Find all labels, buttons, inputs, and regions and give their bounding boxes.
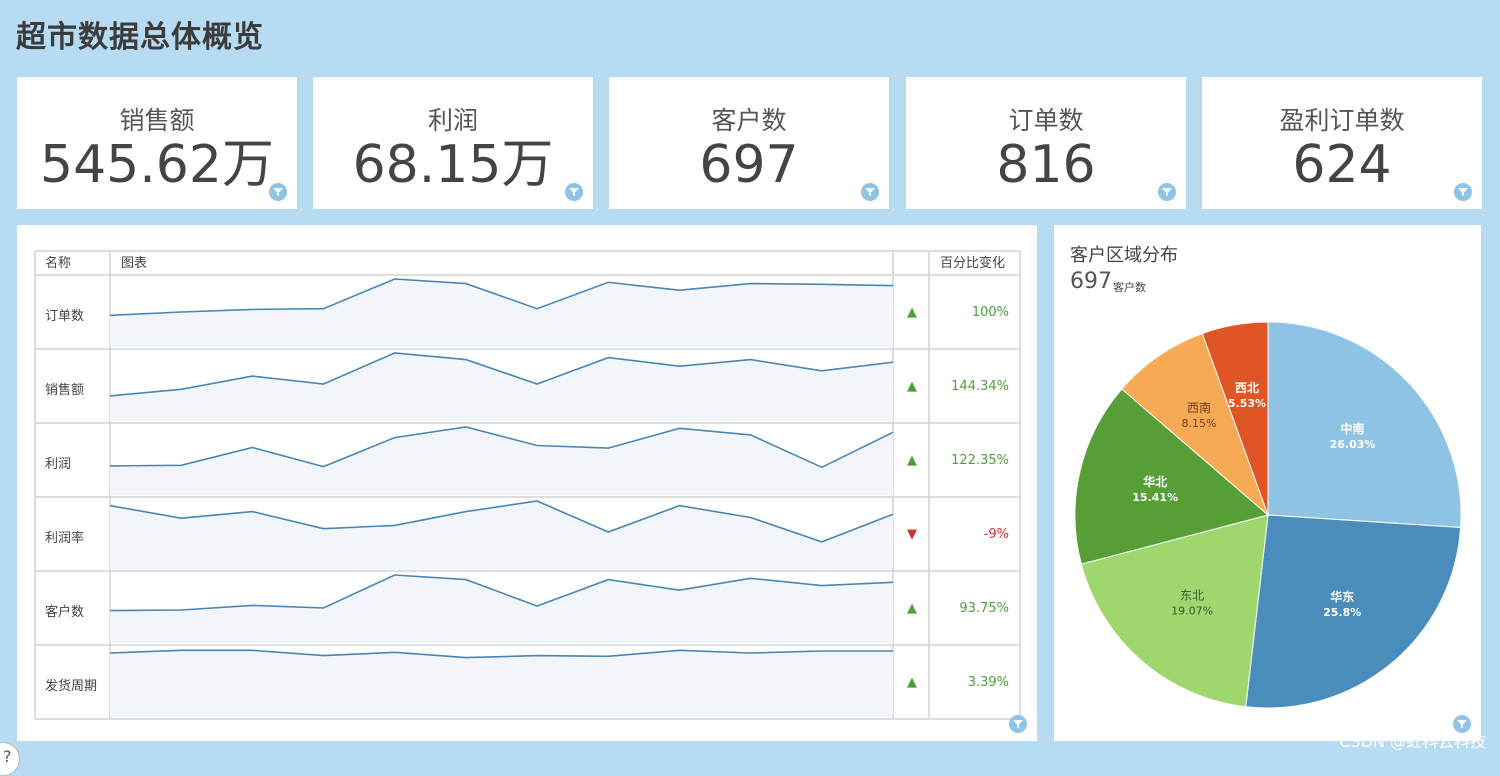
pie-label-name: 中南 bbox=[1340, 421, 1364, 436]
sparkline-area bbox=[110, 279, 893, 347]
kpi-card-profitable-orders: 盈利订单数 624 bbox=[1202, 77, 1482, 209]
trend-up-icon: ▲ bbox=[907, 601, 917, 616]
trend-up-icon: ▲ bbox=[907, 453, 917, 468]
kpi-label: 客户数 bbox=[711, 106, 787, 135]
header-chart: 图表 bbox=[121, 256, 148, 271]
pie-slice-6 bbox=[1201, 321, 1269, 516]
row-change: 144.34% bbox=[951, 379, 1009, 394]
filter-icon[interactable] bbox=[1454, 183, 1472, 201]
row-change: 3.39% bbox=[967, 675, 1009, 690]
kpi-value: 816 bbox=[996, 135, 1096, 195]
sparkline-6 bbox=[109, 649, 893, 659]
page-title: 超市数据总体概览 bbox=[16, 20, 264, 55]
sparkline-area bbox=[110, 353, 893, 421]
pie-slice-3 bbox=[1080, 514, 1269, 708]
kpi-label: 订单数 bbox=[1008, 106, 1084, 135]
kpi-card-customers: 客户数 697 bbox=[609, 77, 889, 209]
sparkline-area bbox=[110, 575, 893, 643]
row-label: 利润 bbox=[45, 457, 72, 472]
row-change: 93.75% bbox=[959, 601, 1009, 616]
pie-label-name: 华东 bbox=[1330, 589, 1354, 604]
kpi-value: 68.15万 bbox=[352, 135, 554, 195]
pie-label-value: 8.15% bbox=[1182, 417, 1217, 430]
trend-up-icon: ▲ bbox=[907, 675, 917, 690]
kpi-label: 盈利订单数 bbox=[1279, 106, 1405, 135]
pie-label-value: 25.8% bbox=[1323, 606, 1361, 619]
chart-title: 客户区域分布 bbox=[1070, 245, 1178, 266]
sparkline-1 bbox=[109, 278, 894, 317]
trend-table-panel: 名称 图表 百分比变化 订单数 销售额 利润 利润率 客户数 发货周期 ▲ ▲ … bbox=[17, 225, 1037, 741]
kpi-card-sales: 销售额 545.62万 bbox=[17, 77, 297, 209]
customer-total: 697 bbox=[1070, 269, 1112, 294]
row-change: 122.35% bbox=[951, 453, 1009, 468]
row-label: 发货周期 bbox=[45, 679, 98, 694]
kpi-label: 销售额 bbox=[119, 106, 195, 135]
row-change: -9% bbox=[983, 527, 1009, 542]
pie-slice-2 bbox=[1245, 514, 1462, 709]
pie-label-value: 15.41% bbox=[1132, 491, 1178, 504]
sparkline-area bbox=[110, 650, 893, 717]
header-change: 百分比变化 bbox=[940, 256, 1006, 271]
kpi-card-orders: 订单数 816 bbox=[906, 77, 1186, 209]
trend-down-icon: ▼ bbox=[907, 527, 917, 542]
pie-label-name: 东北 bbox=[1180, 589, 1204, 603]
filter-icon[interactable] bbox=[1009, 715, 1027, 733]
trend-up-icon: ▲ bbox=[907, 305, 917, 320]
sparkline-2 bbox=[109, 352, 894, 397]
trend-up-icon: ▲ bbox=[907, 379, 917, 394]
pie-label-value: 5.53% bbox=[1228, 397, 1266, 410]
kpi-value: 697 bbox=[699, 135, 799, 195]
customer-region-panel: 中南 26.03% 华东 25.8% 东北 19.07% 华北 15.41% 西南 8.15% 西北… bbox=[1054, 225, 1481, 741]
row-label: 利润率 bbox=[45, 531, 85, 546]
pie-slice-4 bbox=[1074, 388, 1270, 565]
sparkline-area bbox=[110, 427, 893, 495]
pie-label-name: 西南 bbox=[1187, 400, 1211, 415]
filter-icon[interactable] bbox=[1158, 183, 1176, 201]
header-name: 名称 bbox=[45, 256, 72, 271]
filter-icon[interactable] bbox=[1453, 715, 1471, 733]
sparkline-5 bbox=[109, 574, 894, 612]
pie-label-value: 26.03% bbox=[1330, 438, 1376, 451]
kpi-label: 利润 bbox=[427, 106, 478, 135]
filter-icon[interactable] bbox=[269, 183, 287, 201]
row-label: 订单数 bbox=[45, 309, 85, 324]
customer-total-label: 客户数 bbox=[1113, 281, 1146, 294]
pie-chart: 中南 26.03% 华东 25.8% 东北 19.07% 华北 15.41% 西南 8.15% 西北… bbox=[1074, 321, 1462, 709]
pie-label-name: 华北 bbox=[1143, 474, 1167, 489]
kpi-value: 624 bbox=[1292, 135, 1392, 195]
help-icon[interactable]: ? bbox=[0, 742, 20, 776]
row-label: 客户数 bbox=[45, 605, 85, 620]
sparkline-canvas bbox=[34, 250, 1021, 720]
sparkline-area bbox=[110, 501, 893, 569]
pie-label-name: 西北 bbox=[1235, 380, 1259, 395]
sparkline-4 bbox=[109, 500, 894, 543]
kpi-card-profit: 利润 68.15万 bbox=[313, 77, 593, 209]
row-label: 销售额 bbox=[45, 383, 85, 398]
pie-label-value: 19.07% bbox=[1171, 605, 1213, 618]
watermark: CSDN @虹科云科技 bbox=[1339, 732, 1486, 751]
kpi-value: 545.62万 bbox=[40, 135, 274, 195]
pie-slice-1 bbox=[1267, 321, 1462, 529]
filter-icon[interactable] bbox=[861, 183, 879, 201]
row-change: 100% bbox=[971, 305, 1009, 320]
sparkline-3 bbox=[109, 426, 894, 469]
pie-slice-5 bbox=[1121, 332, 1270, 517]
filter-icon[interactable] bbox=[565, 183, 583, 201]
